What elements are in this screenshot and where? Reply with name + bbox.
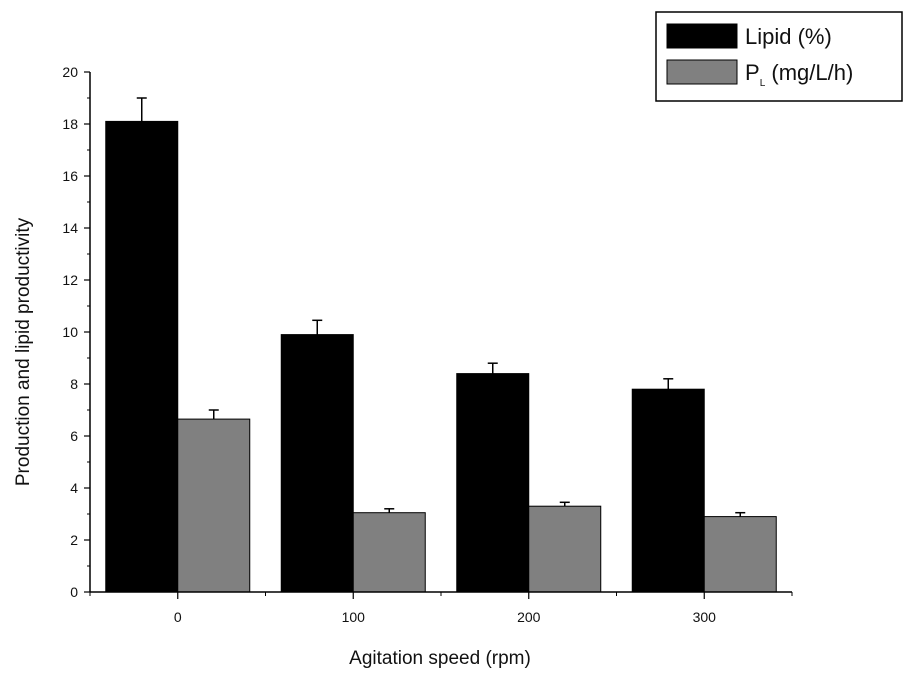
y-tick-label-14: 14 <box>62 220 78 236</box>
y-tick-label-2: 2 <box>70 532 78 548</box>
x-tick-label-200: 200 <box>517 609 541 625</box>
bar-series-2-300 <box>703 516 777 593</box>
legend-label-lipid: Lipid (%) <box>745 24 832 49</box>
legend-label-pl-subscript: L <box>760 78 766 89</box>
legend-label-pl: PL (mg/L/h) <box>745 60 853 89</box>
legend: Lipid (%) PL (mg/L/h) <box>655 11 903 102</box>
legend-swatch-pl <box>666 59 738 85</box>
y-tick-label-10: 10 <box>62 324 78 340</box>
y-tick-label-16: 16 <box>62 168 78 184</box>
legend-label-pl-unit: (mg/L/h) <box>765 60 853 85</box>
y-tick-label-4: 4 <box>70 480 78 496</box>
bar-series-2-200 <box>528 505 602 593</box>
bar-series-2-0 <box>177 418 251 593</box>
y-tick-label-18: 18 <box>62 116 78 132</box>
bar-series-1-300 <box>631 388 705 593</box>
y-tick-label-0: 0 <box>70 584 78 600</box>
y-tick-label-8: 8 <box>70 376 78 392</box>
bar-series-2-100 <box>352 512 426 593</box>
bars-layer <box>105 97 777 593</box>
legend-swatch-lipid <box>666 23 738 49</box>
x-tick-label-100: 100 <box>342 609 366 625</box>
bar-series-1-0 <box>105 120 179 593</box>
x-tick-label-0: 0 <box>174 609 182 625</box>
legend-label-pl-main: P <box>745 60 760 85</box>
y-tick-label-12: 12 <box>62 272 78 288</box>
y-tick-label-6: 6 <box>70 428 78 444</box>
y-axis-title: Production and lipid productivity <box>13 217 34 486</box>
bar-series-1-100 <box>280 334 354 593</box>
y-tick-label-20: 20 <box>62 64 78 80</box>
x-tick-label-300: 300 <box>693 609 717 625</box>
x-axis-title: Agitation speed (rpm) <box>349 648 531 669</box>
bar-series-1-200 <box>456 373 530 593</box>
